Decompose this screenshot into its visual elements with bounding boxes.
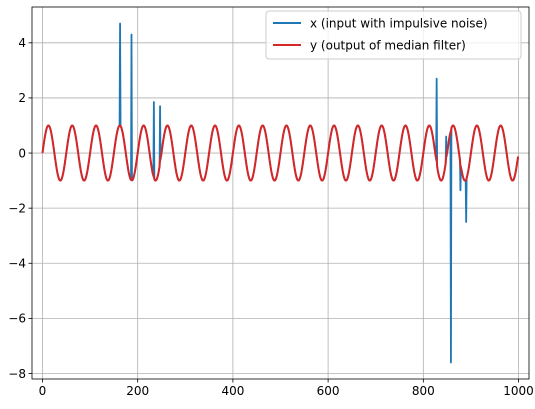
- y-tick-label: −4: [8, 257, 26, 271]
- y-tick-label: 2: [18, 91, 26, 105]
- y-tick-label: 0: [18, 146, 26, 160]
- legend-label-x: x (input with impulsive noise): [310, 17, 488, 31]
- series-line-y-median-output: [41, 124, 520, 182]
- grid: [32, 7, 529, 379]
- legend-label-y: y (output of median filter): [310, 39, 466, 53]
- y-tick-label: 4: [18, 36, 26, 50]
- x-tick-label: 1000: [503, 384, 534, 398]
- x-tick-label: 600: [317, 384, 340, 398]
- x-tick-label: 200: [126, 384, 149, 398]
- y-tick-label: −8: [8, 367, 26, 381]
- x-tick-label: 0: [39, 384, 47, 398]
- y-tick-label: −2: [8, 201, 26, 215]
- axis-ticks: 0 200 400 600 800 1000 −8 −6 −4 −2 0 2 4: [8, 36, 534, 398]
- series-line-x-input: [41, 22, 519, 364]
- plot-series: [41, 22, 520, 364]
- plot-frame: [31, 6, 530, 380]
- legend: x (input with impulsive noise) y (output…: [265, 10, 522, 60]
- x-tick-label: 400: [221, 384, 244, 398]
- y-tick-label: −6: [8, 312, 26, 326]
- x-tick-label: 800: [412, 384, 435, 398]
- legend-box: [265, 10, 522, 60]
